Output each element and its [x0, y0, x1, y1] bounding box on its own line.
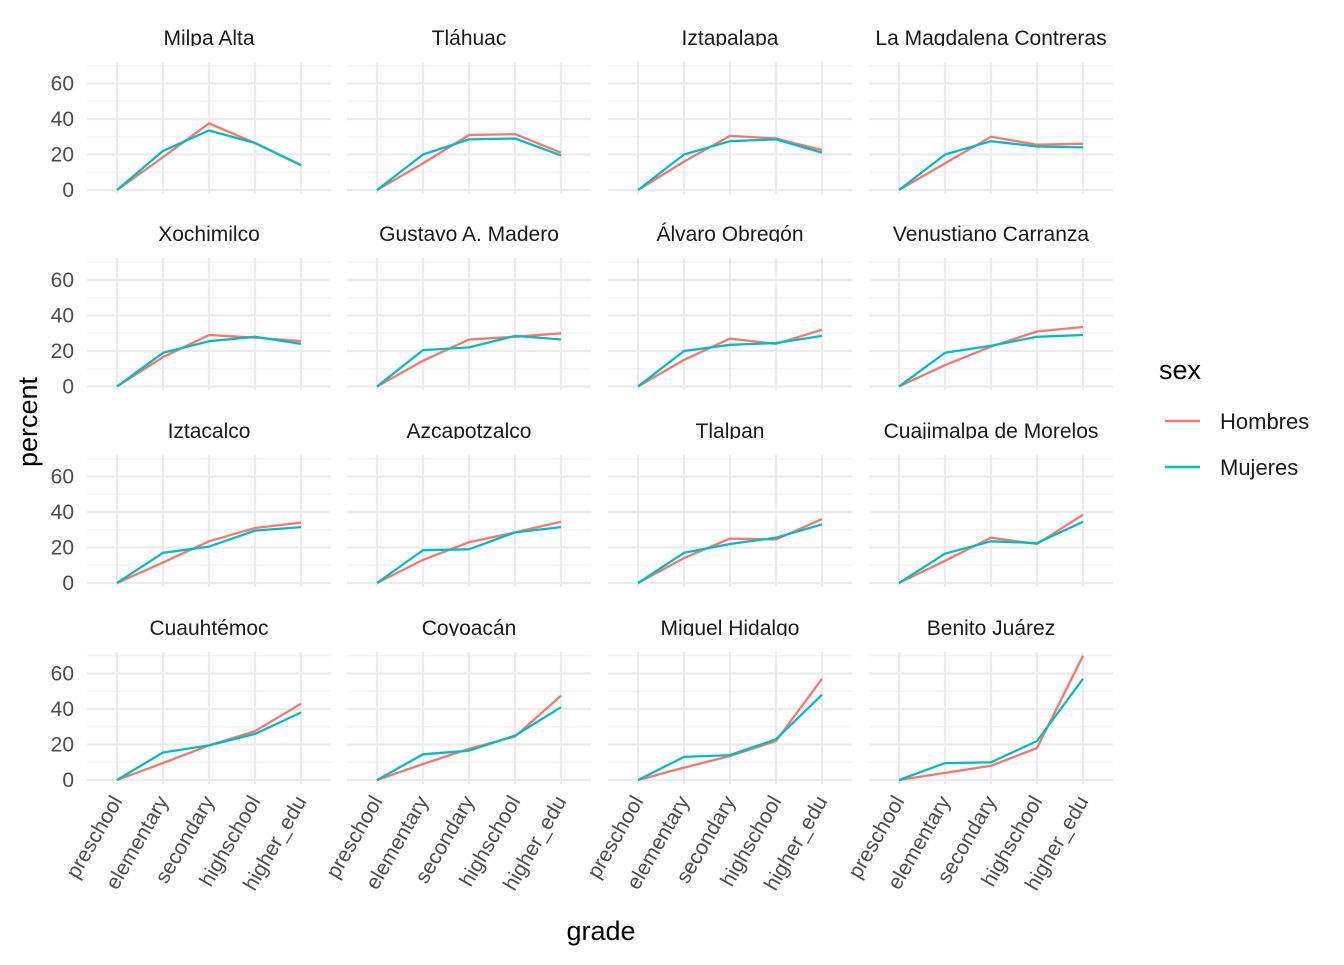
panel-title: Cuajimalpa de Morelos	[884, 420, 1099, 443]
facet-panel: Miguel Hidalgopreschoolelementaryseconda…	[583, 617, 852, 895]
panel-title: Tláhuac	[432, 27, 507, 50]
series-line-mujeres	[637, 693, 823, 782]
facet-panel: Xochimilco 0 20 40 60	[51, 223, 331, 399]
y-tick-label: 40	[51, 305, 74, 328]
panel-title: Milpa Alta	[163, 27, 254, 50]
legend-label-hombres: Hombres	[1220, 409, 1309, 434]
series-line-hombres	[376, 520, 562, 585]
facet-panel: Cuajimalpa de Morelos	[869, 420, 1113, 587]
facet-panel: Gustavo A. Madero	[347, 223, 591, 390]
series-line-hombres	[898, 655, 1085, 782]
series-line-hombres	[898, 135, 1084, 191]
facet-panel: Iztapalapa	[608, 27, 852, 194]
series-line-hombres	[376, 132, 562, 191]
series-line-mujeres	[116, 525, 302, 584]
series-line-mujeres	[637, 334, 823, 388]
y-tick-label: 0	[62, 179, 74, 202]
y-tick-label: 0	[62, 572, 74, 595]
panel-title: Azcapotzalco	[407, 420, 532, 443]
series-line-mujeres	[898, 140, 1084, 191]
y-tick-label: 60	[51, 269, 74, 292]
legend-label-mujeres: Mujeres	[1220, 455, 1298, 480]
panel-title: Gustavo A. Madero	[379, 223, 559, 246]
facet-panel: Benito Juárezpreschoolelementarysecondar…	[844, 617, 1113, 895]
facet-panel: Venustiano Carranza	[869, 223, 1113, 390]
y-tick-label: 40	[51, 108, 74, 131]
series-line-mujeres	[376, 706, 562, 782]
y-tick-label: 20	[51, 537, 74, 560]
series-line-mujeres	[898, 520, 1084, 584]
facet-panel: Álvaro Obregón	[608, 223, 852, 390]
y-tick-label: 20	[51, 734, 74, 757]
legend: sex Hombres Mujeres	[1159, 355, 1309, 480]
facet-panel: Iztacalco 0 20 40 60	[51, 420, 331, 595]
series-line-hombres	[376, 694, 562, 782]
facet-panel: Tláhuac	[347, 27, 591, 194]
panel-title: Xochimilco	[158, 223, 260, 246]
series-line-mujeres	[898, 333, 1084, 388]
panel-title: Coyoacán	[422, 617, 517, 640]
panel-title: Miguel Hidalgo	[661, 617, 800, 640]
y-axis-title: percent	[13, 376, 43, 467]
x-axis-title: grade	[566, 916, 635, 946]
series-line-hombres	[637, 328, 823, 388]
series-line-mujeres	[116, 129, 302, 191]
y-tick-label: 60	[51, 73, 74, 96]
panel-title: Tlalpan	[696, 420, 765, 443]
series-line-mujeres	[376, 525, 562, 584]
facet-panel: Milpa Alta 0 20 40 60	[51, 27, 331, 202]
y-tick-label: 60	[51, 466, 74, 489]
facet-panel: Tlalpan	[608, 420, 852, 587]
facet-panel: La Magdalena Contreras	[869, 27, 1113, 194]
series-line-mujeres	[376, 137, 562, 191]
series-line-mujeres	[376, 334, 562, 388]
series-line-mujeres	[637, 523, 823, 584]
y-tick-label: 60	[51, 663, 74, 686]
panel-title: Cuauhtémoc	[149, 617, 268, 640]
panel-title: Iztapalapa	[682, 27, 779, 50]
legend-title: sex	[1159, 355, 1202, 385]
y-tick-label: 40	[51, 501, 74, 524]
facet-panel: Cuauhtémoc0204060preschoolelementaryseco…	[51, 617, 331, 895]
y-tick-label: 20	[51, 340, 74, 363]
y-tick-label: 0	[62, 376, 74, 399]
series-line-hombres	[898, 513, 1084, 585]
series-line-mujeres	[898, 678, 1084, 782]
y-tick-label: 20	[51, 144, 74, 167]
series-line-hombres	[637, 134, 823, 191]
series-line-hombres	[116, 521, 302, 585]
panel-title: Benito Juárez	[927, 617, 1055, 640]
panel-title: Iztacalco	[168, 420, 251, 443]
series-line-mujeres	[637, 138, 823, 191]
facet-panel: Coyoacánpreschoolelementarysecondaryhigh…	[322, 617, 591, 895]
series-line-mujeres	[116, 335, 302, 388]
panel-title: Venustiano Carranza	[893, 223, 1089, 246]
series-line-hombres	[376, 332, 562, 388]
y-tick-label: 40	[51, 698, 74, 721]
y-tick-label: 0	[62, 769, 74, 792]
panel-title: La Magdalena Contreras	[875, 27, 1106, 50]
series-line-mujeres	[116, 711, 302, 781]
facet-panel: Azcapotzalco	[347, 420, 591, 587]
panel-title: Álvaro Obregón	[656, 223, 803, 246]
